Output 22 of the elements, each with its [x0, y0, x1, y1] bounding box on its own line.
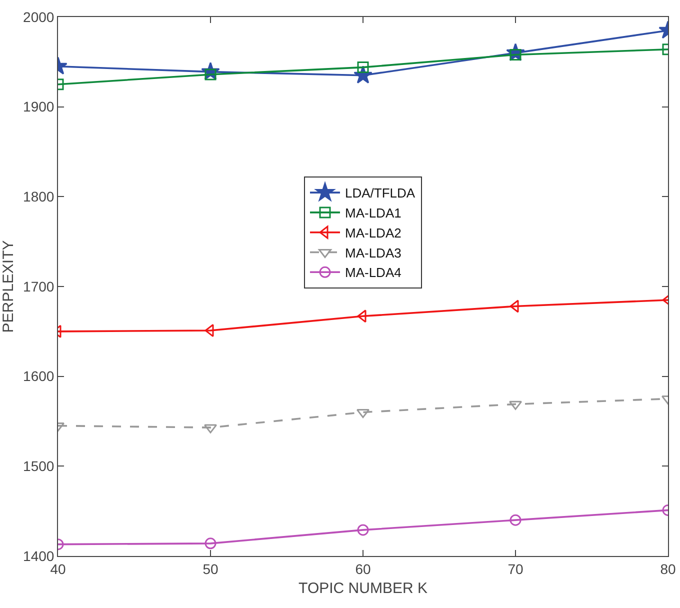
point	[357, 524, 369, 536]
x-tick-label: 50	[202, 560, 218, 577]
legend-label: MA-LDA1	[345, 206, 402, 221]
point	[204, 538, 216, 550]
y-tick-label: 1800	[23, 188, 54, 205]
y-axis-title: PERPLEXITY	[0, 240, 17, 333]
x-axis-title: TOPIC NUMBER K	[298, 580, 428, 597]
y-tick-label: 1600	[23, 368, 54, 384]
legend-label: MA-LDA4	[345, 265, 402, 280]
point	[357, 310, 366, 323]
legend-label: MA-LDA2	[345, 225, 402, 240]
x-tick-label: 80	[660, 560, 676, 577]
legend-label: MA-LDA3	[345, 245, 402, 260]
y-tick-label: 1700	[23, 278, 54, 294]
y-tick-label: 1500	[23, 458, 54, 474]
x-tick-label: 60	[355, 560, 371, 577]
y-tick-label: 1900	[23, 98, 54, 115]
x-tick-label: 70	[508, 560, 524, 577]
point	[510, 300, 519, 313]
point	[357, 62, 369, 74]
legend-label: LDA/TFLDA	[345, 186, 416, 201]
y-tick-label: 2000	[23, 8, 54, 25]
